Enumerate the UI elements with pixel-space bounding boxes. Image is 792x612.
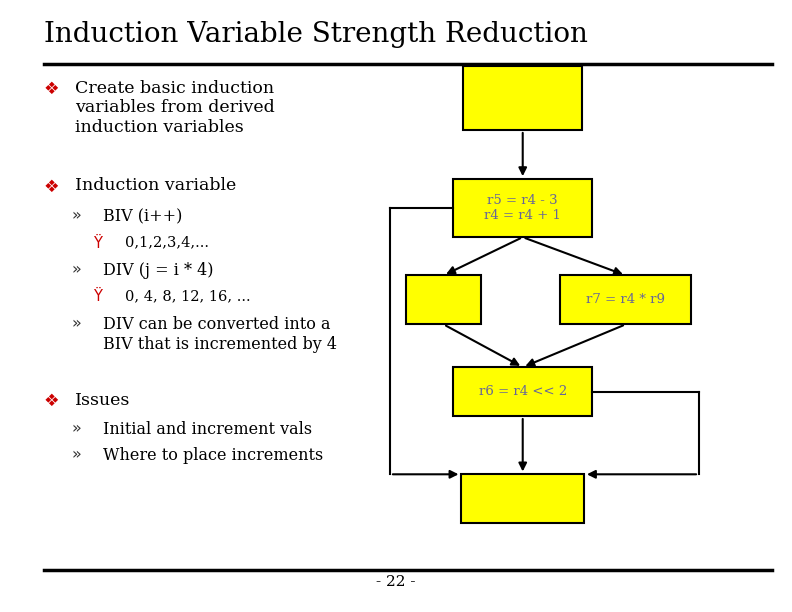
- Text: Create basic induction
variables from derived
induction variables: Create basic induction variables from de…: [75, 80, 275, 136]
- Bar: [463, 66, 582, 130]
- Bar: [453, 367, 592, 416]
- Text: ❖: ❖: [44, 177, 59, 195]
- Text: Ÿ: Ÿ: [93, 289, 102, 305]
- Text: r7 = r4 * r9: r7 = r4 * r9: [586, 293, 665, 307]
- Text: Ÿ: Ÿ: [93, 236, 102, 251]
- Text: ❖: ❖: [44, 392, 59, 409]
- Bar: [560, 275, 691, 324]
- Text: r6 = r4 << 2: r6 = r4 << 2: [478, 385, 567, 398]
- Text: DIV can be converted into a
BIV that is incremented by 4: DIV can be converted into a BIV that is …: [103, 316, 337, 353]
- Text: DIV (j = i * 4): DIV (j = i * 4): [103, 262, 214, 279]
- Text: r5 = r4 - 3
r4 = r4 + 1: r5 = r4 - 3 r4 = r4 + 1: [484, 194, 562, 222]
- Text: Initial and increment vals: Initial and increment vals: [103, 421, 312, 438]
- Text: ❖: ❖: [44, 80, 59, 97]
- Text: 0, 4, 8, 12, 16, ...: 0, 4, 8, 12, 16, ...: [125, 289, 251, 304]
- Bar: [461, 474, 584, 523]
- Text: »: »: [71, 316, 81, 332]
- Bar: [453, 179, 592, 237]
- Text: Issues: Issues: [75, 392, 131, 409]
- Text: »: »: [71, 208, 81, 223]
- Text: 0,1,2,3,4,...: 0,1,2,3,4,...: [125, 236, 209, 250]
- Text: Induction variable: Induction variable: [75, 177, 237, 195]
- Text: BIV (i++): BIV (i++): [103, 208, 182, 225]
- Text: Where to place increments: Where to place increments: [103, 447, 323, 464]
- Text: »: »: [71, 421, 81, 436]
- Text: Induction Variable Strength Reduction: Induction Variable Strength Reduction: [44, 21, 588, 48]
- Text: »: »: [71, 447, 81, 462]
- Bar: [406, 275, 481, 324]
- Text: - 22 -: - 22 -: [376, 575, 416, 589]
- Text: »: »: [71, 262, 81, 277]
